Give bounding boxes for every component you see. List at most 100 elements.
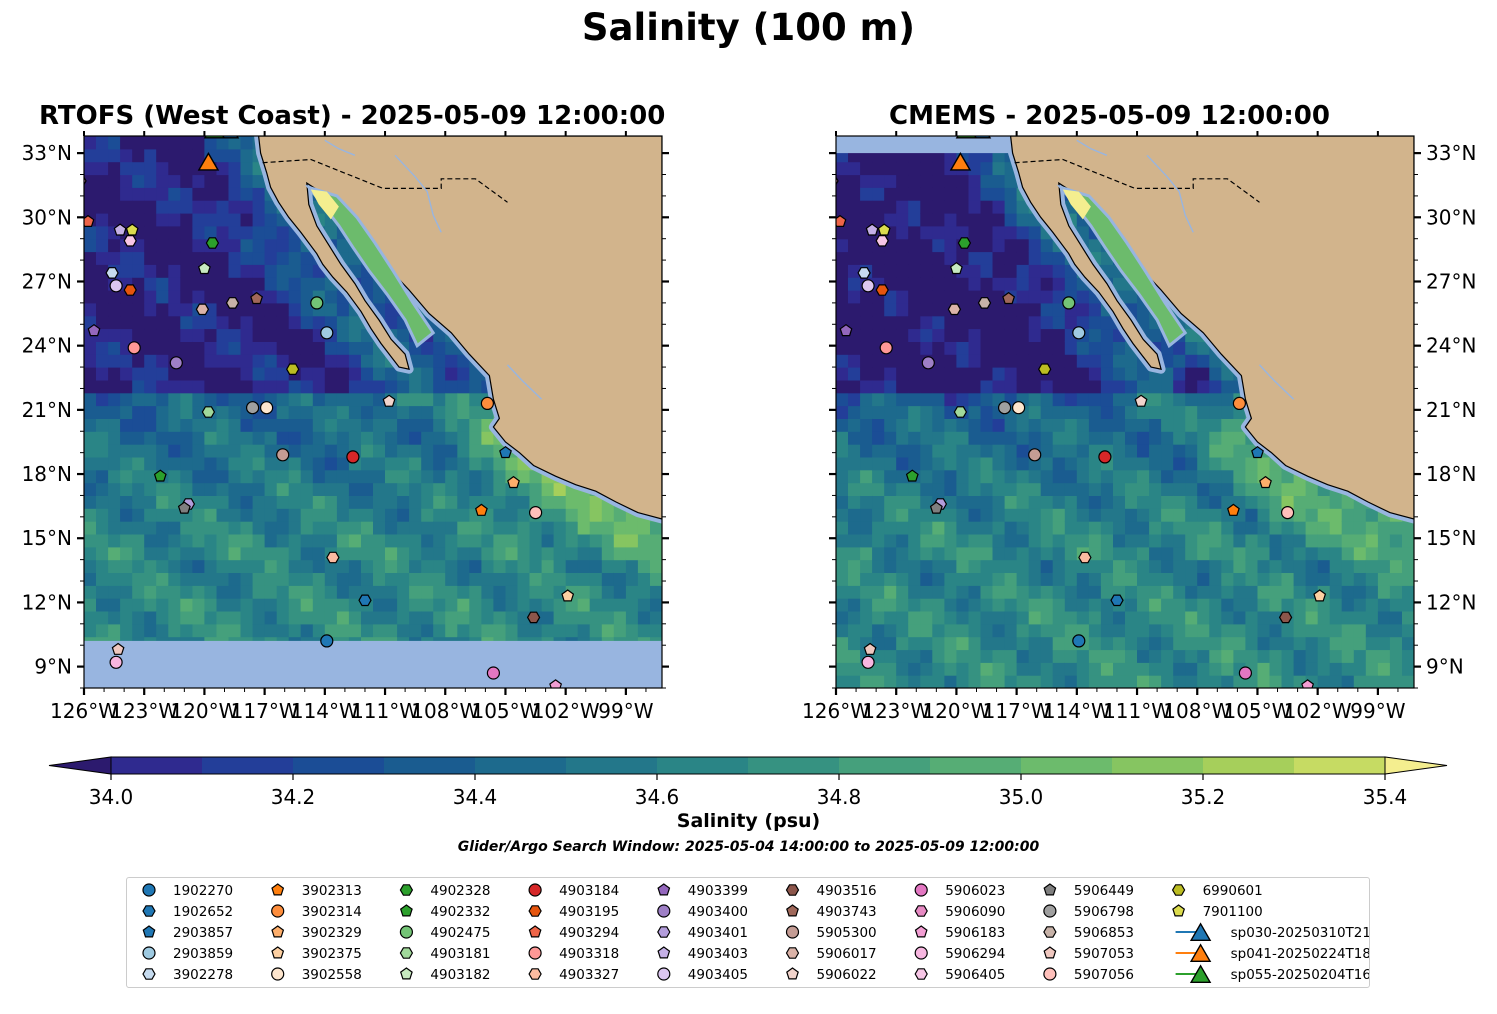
heatmap-cell: [481, 456, 494, 471]
heatmap-cell: [1269, 546, 1283, 561]
heatmap-cell: [1100, 649, 1114, 663]
heatmap-cell: [373, 469, 386, 484]
heatmap-cell: [1004, 482, 1018, 496]
heatmap-cell: [1004, 302, 1018, 317]
map-frame: [83, 135, 663, 689]
heatmap-cell: [1052, 354, 1066, 368]
heatmap-cell: [216, 315, 230, 330]
heatmap-cell: [1040, 482, 1054, 496]
heatmap-cell: [1414, 585, 1427, 598]
heatmap-cell: [601, 572, 615, 586]
heatmap-cell: [872, 444, 885, 458]
heatmap-cell: [1209, 367, 1222, 381]
heatmap-cell: [156, 572, 169, 586]
heatmap-cell: [168, 469, 181, 484]
heatmap-cell: [288, 521, 302, 535]
heatmap-cell: [980, 469, 994, 484]
heatmap-cell: [168, 431, 181, 445]
heatmap-cell: [156, 585, 169, 599]
legend-label: 4903318: [559, 946, 619, 962]
legend-label: 5906090: [945, 904, 1005, 920]
heatmap-cell: [1113, 572, 1126, 586]
heatmap-cell: [336, 379, 350, 394]
heatmap-cell: [373, 559, 386, 573]
heatmap-cell: [228, 328, 242, 342]
heatmap-cell: [1353, 585, 1367, 599]
heatmap-cell: [216, 405, 230, 419]
heatmap-cell: [156, 213, 169, 227]
heatmap-cell: [445, 379, 458, 394]
heatmap-cell: [836, 367, 849, 381]
heatmap-cell: [240, 328, 254, 342]
heatmap-cell: [1052, 264, 1066, 278]
search-window-subtitle: Glider/Argo Search Window: 2025-05-04 14…: [457, 839, 1040, 855]
heatmap-cell: [312, 277, 326, 291]
heatmap-cell: [108, 405, 121, 419]
heatmap-cell: [1028, 482, 1042, 496]
heatmap-cell: [120, 495, 133, 509]
heatmap-cell: [84, 238, 97, 253]
heatmap-cell: [144, 585, 157, 599]
heatmap-cell: [517, 559, 531, 573]
heatmap-cell: [1245, 456, 1258, 471]
heatmap-cell: [312, 508, 326, 522]
colorbar-bin: [1294, 757, 1386, 774]
heatmap-cell: [1209, 469, 1222, 484]
heatmap-cell: [1100, 598, 1114, 612]
heatmap-cell: [884, 585, 897, 599]
heatmap-cell: [108, 200, 121, 214]
heatmap-cell: [385, 418, 398, 432]
heatmap-cell: [1185, 534, 1198, 548]
heatmap-cell: [1414, 444, 1427, 457]
heatmap-cell: [252, 598, 266, 612]
heatmap-cell: [872, 431, 885, 445]
heatmap-cell: [1004, 431, 1018, 445]
heatmap-cell: [180, 469, 193, 484]
national-border: [1014, 158, 1260, 203]
heatmap-cell: [264, 482, 278, 496]
heatmap-cell: [1137, 418, 1150, 432]
heatmap-cell: [968, 187, 982, 201]
heatmap-cell: [662, 264, 675, 277]
heatmap-cell: [120, 585, 133, 599]
heatmap-cell: [872, 456, 885, 471]
heatmap-cell: [469, 431, 482, 445]
heatmap-cell: [1113, 675, 1126, 688]
heatmap-cell: [662, 226, 675, 239]
heatmap-cell: [96, 546, 109, 561]
heatmap-cell: [84, 264, 97, 278]
heatmap-cell: [896, 482, 909, 496]
heatmap-cell: [1052, 251, 1066, 265]
heatmap-cell: [108, 136, 121, 150]
heatmap-cell: [168, 174, 181, 188]
heatmap-cell: [1016, 302, 1030, 317]
heatmap-cell: [1125, 623, 1138, 638]
heatmap-cell: [324, 341, 338, 355]
heatmap-cell: [1209, 418, 1222, 432]
heatmap-cell: [228, 264, 242, 278]
heatmap-cell: [1185, 662, 1198, 676]
heatmap-cell: [1052, 328, 1066, 342]
heatmap-cell: [1377, 572, 1391, 586]
heatmap-cell: [1113, 379, 1126, 394]
heatmap-cell: [860, 469, 873, 484]
heatmap-cell: [1149, 469, 1162, 484]
heatmap-cell: [84, 482, 97, 496]
heatmap-cell: [84, 431, 97, 445]
heatmap-cell: [1197, 521, 1210, 535]
heatmap-cell: [300, 418, 314, 432]
heatmap-cell: [1245, 495, 1258, 509]
heatmap-cell: [144, 572, 157, 586]
platform-4903400: [169, 356, 183, 370]
heatmap-cell: [1040, 623, 1054, 638]
heatmap-cell: [433, 456, 446, 471]
heatmap-cell: [884, 379, 897, 394]
heatmap-cell: [192, 559, 205, 573]
heatmap-cell: [1088, 354, 1102, 368]
heatmap-cell: [848, 379, 861, 394]
heatmap-cell: [288, 508, 302, 522]
heatmap-cell: [1113, 662, 1126, 676]
heatmap-cell: [144, 251, 157, 265]
heatmap-cell: [956, 521, 969, 535]
heatmap-cell: [373, 444, 386, 458]
